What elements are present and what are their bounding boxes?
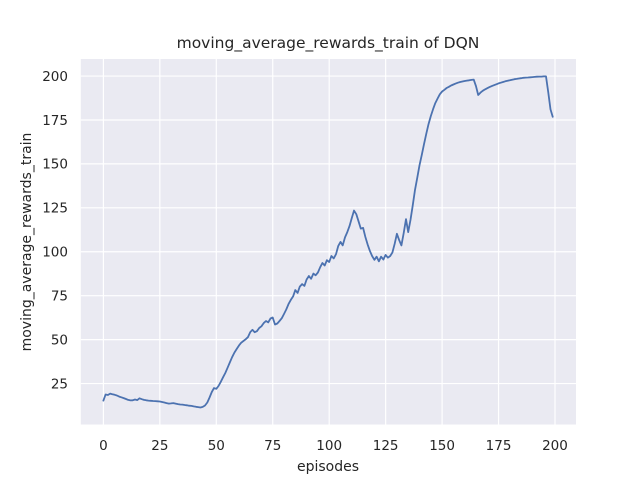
x-tick-label: 25	[151, 438, 168, 454]
x-tick-label: 150	[429, 438, 455, 454]
y-axis-label: moving_average_rewards_train	[19, 133, 35, 352]
tick-layer: 0 25 50 75 100 125 150 175 200 25 50 75 100 125 150 175…	[42, 69, 568, 454]
y-tick-label: 125	[42, 201, 68, 217]
x-tick-label: 125	[373, 438, 399, 454]
y-tick-label: 100	[42, 245, 68, 261]
plot-background	[80, 59, 577, 425]
chart-title: moving_average_rewards_train of DQN	[177, 34, 480, 53]
y-tick-label: 75	[51, 288, 68, 304]
y-tick-label: 175	[42, 113, 68, 129]
y-tick-label: 50	[51, 332, 68, 348]
y-tick-label: 200	[42, 69, 68, 85]
x-tick-label: 75	[264, 438, 281, 454]
x-tick-label: 200	[542, 438, 568, 454]
x-tick-label: 175	[486, 438, 512, 454]
x-tick-label: 50	[208, 438, 225, 454]
series-layer	[102, 75, 554, 409]
y-tick-label: 25	[51, 376, 68, 392]
x-tick-label: 100	[316, 438, 342, 454]
grid-layer	[80, 59, 576, 425]
x-tick-label: 0	[99, 438, 108, 454]
y-tick-label: 150	[42, 157, 68, 173]
series-line-dqn	[102, 75, 554, 409]
plot-area	[80, 59, 577, 425]
x-axis-label: episodes	[297, 459, 359, 475]
